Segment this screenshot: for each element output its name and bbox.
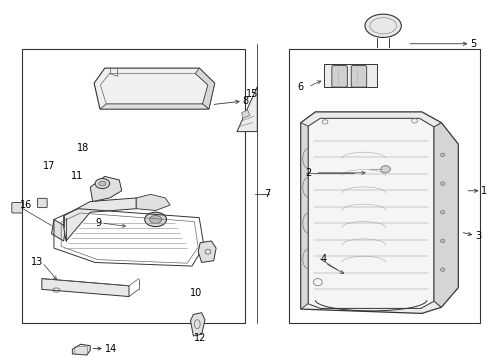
Bar: [324, 64, 377, 87]
Polygon shape: [63, 198, 136, 241]
Text: 17: 17: [43, 161, 55, 171]
Polygon shape: [72, 344, 90, 355]
Polygon shape: [136, 194, 170, 211]
Polygon shape: [100, 104, 208, 109]
FancyBboxPatch shape: [350, 66, 366, 87]
Text: 10: 10: [189, 288, 202, 298]
Ellipse shape: [364, 14, 401, 37]
Text: 8: 8: [242, 96, 248, 106]
Ellipse shape: [95, 179, 109, 189]
Polygon shape: [241, 110, 249, 118]
Text: 5: 5: [469, 39, 476, 49]
FancyBboxPatch shape: [12, 203, 22, 213]
Polygon shape: [237, 87, 257, 132]
Text: 4: 4: [320, 254, 325, 264]
Text: 6: 6: [296, 82, 303, 92]
Text: 11: 11: [71, 171, 83, 181]
Ellipse shape: [440, 182, 444, 185]
Text: 7: 7: [264, 189, 270, 199]
Ellipse shape: [440, 239, 444, 243]
Polygon shape: [190, 313, 204, 336]
Polygon shape: [51, 220, 66, 241]
Polygon shape: [90, 176, 122, 202]
Text: 2: 2: [305, 168, 311, 178]
Text: 18: 18: [77, 143, 89, 153]
Ellipse shape: [380, 166, 389, 173]
Polygon shape: [307, 118, 433, 309]
Polygon shape: [195, 68, 214, 109]
Ellipse shape: [99, 181, 106, 186]
Ellipse shape: [149, 216, 162, 224]
Text: 12: 12: [194, 333, 206, 343]
Polygon shape: [300, 123, 307, 309]
FancyBboxPatch shape: [331, 66, 346, 87]
Text: 1: 1: [481, 186, 487, 196]
Polygon shape: [42, 279, 129, 297]
Text: 13: 13: [31, 257, 43, 267]
Ellipse shape: [440, 211, 444, 214]
FancyBboxPatch shape: [38, 198, 47, 208]
Ellipse shape: [144, 212, 166, 226]
Text: 16: 16: [20, 200, 32, 210]
Polygon shape: [433, 123, 457, 307]
Text: 9: 9: [95, 218, 101, 228]
Polygon shape: [198, 241, 216, 262]
Ellipse shape: [440, 153, 444, 157]
Polygon shape: [94, 68, 214, 109]
Bar: [288, 49, 479, 323]
Text: 3: 3: [474, 231, 480, 240]
Text: 14: 14: [104, 343, 117, 354]
Text: 15: 15: [245, 89, 258, 99]
Ellipse shape: [440, 268, 444, 271]
Polygon shape: [300, 112, 457, 314]
Bar: [22, 49, 244, 323]
